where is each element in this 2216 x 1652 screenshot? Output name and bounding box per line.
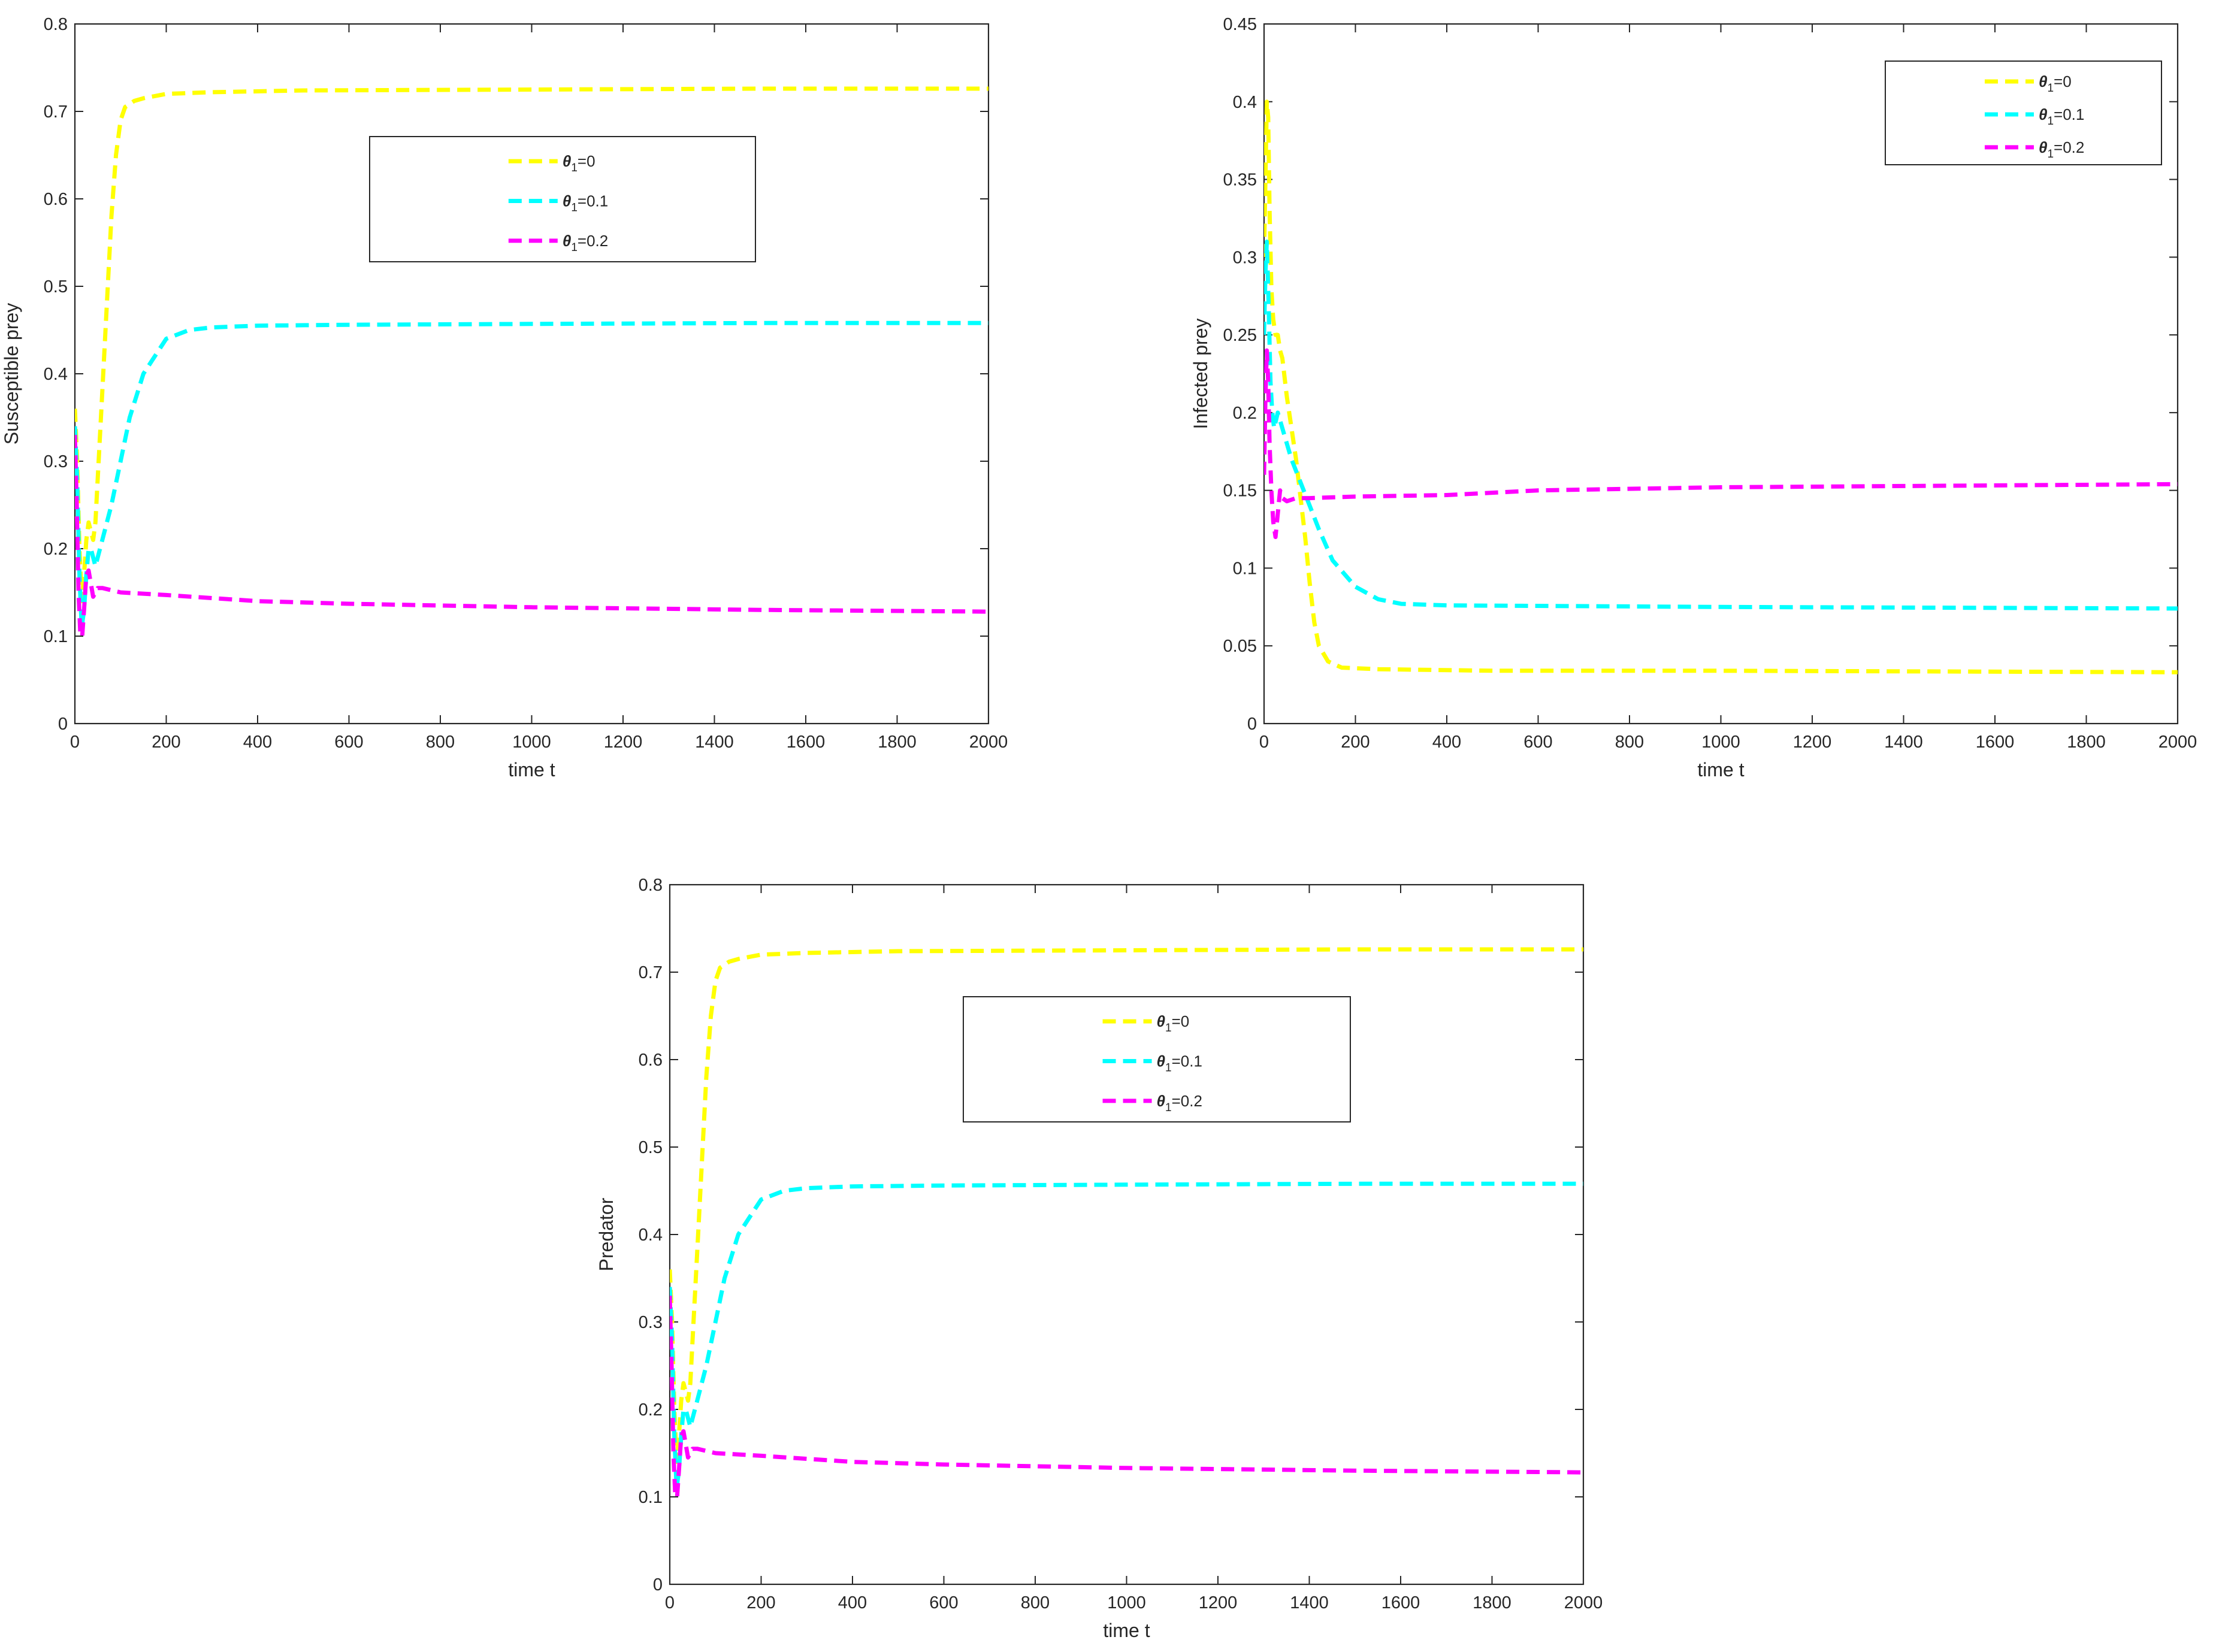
y-tick-label: 0.25 xyxy=(1223,326,1257,345)
x-tick-label: 200 xyxy=(1341,733,1369,752)
y-tick-label: 0.2 xyxy=(1233,404,1257,423)
legend-label: θ1=0.2 xyxy=(2039,138,2084,161)
y-tick-label: 0.35 xyxy=(1223,171,1257,190)
series-line-3 xyxy=(1264,348,2178,539)
y-tick-label: 0.5 xyxy=(44,277,68,296)
legend-box xyxy=(963,996,1351,1122)
x-tick-label: 400 xyxy=(1432,733,1461,752)
y-tick-label: 0.45 xyxy=(1223,15,1257,34)
legend-box xyxy=(369,136,756,262)
x-tick-label: 1000 xyxy=(1107,1593,1146,1612)
y-tick-label: 0 xyxy=(58,715,68,734)
y-tick-label: 0.15 xyxy=(1223,482,1257,501)
x-tick-label: 200 xyxy=(746,1593,775,1612)
y-tick-label: 0.3 xyxy=(639,1313,663,1332)
y-tick-label: 0.05 xyxy=(1223,637,1257,656)
legend: θ1=0 θ1=0.1 θ1=0.2 xyxy=(1885,60,2162,165)
y-tick-label: 0.1 xyxy=(639,1488,663,1507)
x-tick-label: 1600 xyxy=(1976,733,2015,752)
x-tick-label: 2000 xyxy=(969,733,1008,752)
y-tick-label: 0.2 xyxy=(44,540,68,559)
y-tick-label: 0.4 xyxy=(1233,93,1257,112)
x-tick-label: 1600 xyxy=(787,733,826,752)
x-tick-label: 600 xyxy=(334,733,363,752)
y-tick-label: 0 xyxy=(1247,715,1257,734)
series-line-3 xyxy=(670,1296,1583,1499)
y-tick-label: 0.4 xyxy=(44,365,68,384)
chart-panel-3: 0 200 400 600 800 1000 1200 1400 1600 1800 2000 0 0.… xyxy=(595,876,1603,1641)
x-tick-label: 1000 xyxy=(512,733,551,752)
legend-label: θ1=0.1 xyxy=(1157,1052,1202,1074)
y-tick-label: 0.3 xyxy=(44,452,68,471)
x-axis-label: time t xyxy=(1103,1620,1150,1641)
y-tick-label: 0.8 xyxy=(639,876,663,895)
legend-label: θ1=0 xyxy=(1157,1012,1190,1034)
y-tick-label: 0.1 xyxy=(44,627,68,646)
x-tick-label: 200 xyxy=(152,733,180,752)
x-tick-label: 1400 xyxy=(1290,1593,1329,1612)
y-axis-label: Infected prey xyxy=(1190,319,1211,429)
y-tick-label: 0.5 xyxy=(639,1138,663,1157)
series-line-1 xyxy=(1264,99,2178,674)
legend: θ1=0 θ1=0.1 θ1=0.2 xyxy=(369,136,756,262)
series-line-2 xyxy=(1264,239,2178,611)
y-tick-label: 0.4 xyxy=(639,1226,663,1245)
legend-box xyxy=(1885,60,2162,165)
x-tick-label: 800 xyxy=(1021,1593,1050,1612)
x-tick-label: 0 xyxy=(70,733,80,752)
x-tick-label: 1400 xyxy=(1884,733,1923,752)
legend-label: θ1=0 xyxy=(563,152,595,174)
legend-label: θ1=0.1 xyxy=(2039,105,2084,128)
x-tick-label: 800 xyxy=(426,733,455,752)
chart-panel-1: 0 200 400 600 800 1000 1200 1400 1600 1800 2000 0 0.… xyxy=(1,15,1008,780)
legend-label: θ1=0 xyxy=(2039,72,2072,95)
x-axis-label: time t xyxy=(508,759,555,780)
chart-panel-2: 0 200 400 600 800 1000 1200 1400 1600 1800 2000 0 0.… xyxy=(1190,15,2197,780)
y-tick-label: 0.3 xyxy=(1233,248,1257,267)
y-tick-label: 0.6 xyxy=(639,1051,663,1070)
y-axis-label: Susceptible prey xyxy=(1,303,22,445)
x-axis-label: time t xyxy=(1697,759,1744,780)
legend: θ1=0 θ1=0.1 θ1=0.2 xyxy=(963,996,1351,1122)
x-tick-label: 1200 xyxy=(1793,733,1832,752)
y-tick-label: 0.7 xyxy=(44,102,68,122)
x-tick-label: 2000 xyxy=(2158,733,2197,752)
y-tick-label: 0.2 xyxy=(639,1400,663,1420)
x-tick-label: 400 xyxy=(243,733,272,752)
x-tick-label: 1000 xyxy=(1701,733,1740,752)
x-tick-label: 2000 xyxy=(1564,1593,1603,1612)
y-tick-label: 0.8 xyxy=(44,15,68,34)
x-tick-label: 600 xyxy=(929,1593,958,1612)
x-tick-label: 1800 xyxy=(1473,1593,1511,1612)
x-tick-label: 1200 xyxy=(604,733,643,752)
x-tick-label: 600 xyxy=(1523,733,1552,752)
x-tick-label: 0 xyxy=(1259,733,1269,752)
series-line-3 xyxy=(75,435,988,639)
plot-area xyxy=(669,884,1585,1586)
y-axis-label: Predator xyxy=(595,1197,617,1271)
x-tick-label: 1800 xyxy=(878,733,917,752)
x-tick-label: 1800 xyxy=(2067,733,2106,752)
x-tick-label: 800 xyxy=(1615,733,1644,752)
x-tick-label: 1400 xyxy=(695,733,734,752)
plot-area xyxy=(74,23,990,725)
x-tick-label: 400 xyxy=(838,1593,867,1612)
legend-label: θ1=0.2 xyxy=(1157,1092,1202,1114)
legend-label: θ1=0.1 xyxy=(563,192,608,214)
y-tick-label: 0.1 xyxy=(1233,559,1257,578)
y-tick-label: 0.6 xyxy=(44,190,68,209)
x-tick-label: 1200 xyxy=(1199,1593,1238,1612)
y-tick-label: 0.7 xyxy=(639,963,663,982)
legend-label: θ1=0.2 xyxy=(563,232,608,254)
x-tick-label: 1600 xyxy=(1381,1593,1420,1612)
y-tick-label: 0 xyxy=(653,1575,663,1594)
x-tick-label: 0 xyxy=(665,1593,675,1612)
